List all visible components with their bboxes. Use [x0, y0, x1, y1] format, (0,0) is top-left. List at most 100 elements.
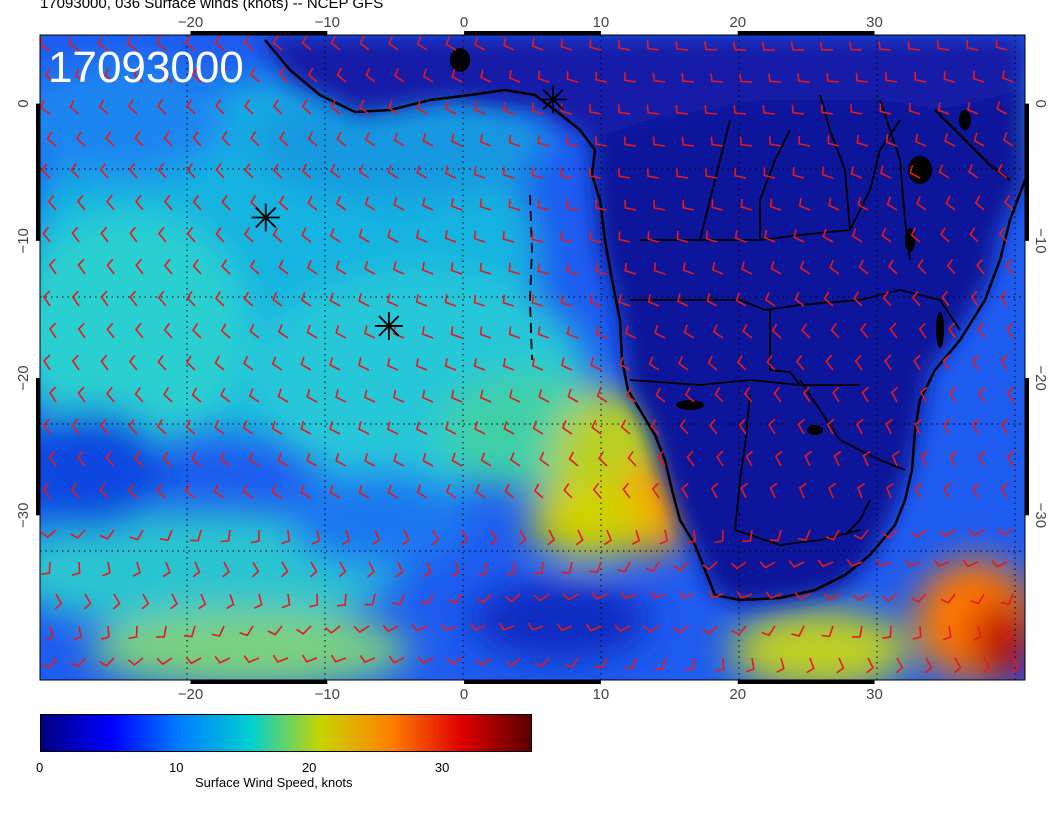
wind-barb — [623, 136, 637, 147]
frame-bar-bottom — [737, 680, 875, 684]
wind-barb — [479, 262, 492, 275]
wind-barb — [766, 355, 776, 371]
wind-barb — [99, 483, 109, 499]
wind-barb — [537, 199, 550, 211]
wind-barb — [972, 418, 980, 435]
wind-barb — [568, 451, 579, 467]
lon-tick-bottom: −10 — [315, 686, 340, 700]
wind-barb — [910, 227, 921, 243]
wind-barb — [388, 655, 405, 664]
wind-barb — [220, 67, 231, 83]
wind-barb — [619, 356, 631, 371]
coastline — [264, 39, 1025, 602]
wind-barb — [300, 292, 312, 307]
wind-barb — [531, 231, 544, 243]
frame-bar-top — [737, 31, 875, 35]
wind-barb — [704, 105, 718, 115]
wind-barb — [423, 561, 432, 578]
wind-barb — [1000, 418, 1009, 435]
wind-barb — [70, 162, 80, 179]
wind-barb — [765, 591, 782, 600]
wind-barb — [797, 529, 811, 542]
wind-barb — [972, 482, 980, 499]
wind-barb — [788, 560, 805, 569]
star-marker — [251, 203, 280, 232]
wind-barb — [539, 451, 550, 467]
wind-barb — [821, 166, 834, 179]
wind-barb — [170, 593, 178, 610]
wind-barb — [879, 103, 892, 115]
wind-barb — [401, 529, 410, 546]
wind-barb — [421, 389, 434, 403]
wind-barb — [112, 593, 121, 610]
wind-barb — [335, 453, 347, 467]
wind-barb — [793, 229, 805, 243]
wind-barb — [882, 290, 892, 307]
wind-barb — [106, 386, 115, 403]
frame-bar-left — [36, 103, 40, 241]
wind-barb — [707, 590, 724, 599]
wind-barb — [450, 198, 463, 211]
wind-barb — [563, 483, 573, 499]
wind-barb — [973, 132, 985, 147]
wind-barb — [846, 558, 863, 567]
wind-barb — [393, 196, 405, 211]
wind-barb — [278, 195, 289, 211]
wind-barb — [416, 421, 428, 435]
wind-barb — [301, 35, 312, 51]
wind-barb — [850, 103, 863, 115]
wind-barb — [623, 72, 637, 83]
wind-barb — [977, 322, 985, 339]
wind-barb — [420, 593, 434, 605]
wind-barb — [595, 325, 608, 339]
wind-barb — [995, 39, 1008, 51]
wind-barb — [102, 561, 111, 577]
wind-barb — [336, 196, 347, 211]
wind-barb — [74, 68, 86, 83]
wind-barb — [415, 357, 428, 371]
wind-barb — [71, 226, 80, 243]
wind-barb — [71, 418, 80, 435]
wind-barb — [676, 231, 689, 243]
wind-barb — [448, 593, 463, 605]
wind-barb — [801, 323, 811, 339]
wind-barb — [730, 561, 747, 570]
storm-markers — [251, 85, 568, 340]
wind-barb — [560, 103, 573, 115]
wind-barb — [221, 259, 231, 275]
wind-barb — [970, 593, 985, 605]
wind-barb — [1003, 625, 1012, 642]
wind-barb — [359, 35, 370, 51]
wind-barb — [736, 590, 753, 599]
wind-barb — [645, 561, 660, 573]
wind-barb — [826, 418, 835, 435]
wind-barb — [966, 101, 979, 115]
wind-barb — [806, 657, 815, 674]
wind-barb — [244, 99, 254, 115]
wind-barb — [451, 561, 460, 577]
wind-barb — [214, 419, 225, 435]
wind-barb — [701, 561, 718, 571]
wind-barb — [156, 483, 167, 499]
wind-barb — [249, 67, 260, 83]
wind-barb — [191, 67, 202, 83]
wind-barb — [561, 357, 573, 371]
wind-barb — [77, 322, 86, 339]
wind-barb — [163, 130, 173, 147]
wind-barb — [974, 195, 985, 211]
wind-barb — [804, 450, 813, 467]
wind-barb — [460, 529, 469, 546]
wind-barb — [589, 103, 602, 115]
wind-barb — [594, 657, 608, 669]
wind-barb — [502, 102, 515, 115]
wind-barb — [451, 133, 463, 147]
wind-barb — [364, 389, 376, 403]
wind-barb — [422, 452, 434, 467]
wind-barb — [324, 625, 341, 634]
wind-barb — [364, 196, 376, 211]
wind-barb — [450, 389, 463, 403]
wind-barb — [1004, 195, 1014, 211]
wind-barb — [733, 105, 747, 115]
wind-barb — [71, 561, 81, 576]
wind-barb — [683, 324, 695, 339]
